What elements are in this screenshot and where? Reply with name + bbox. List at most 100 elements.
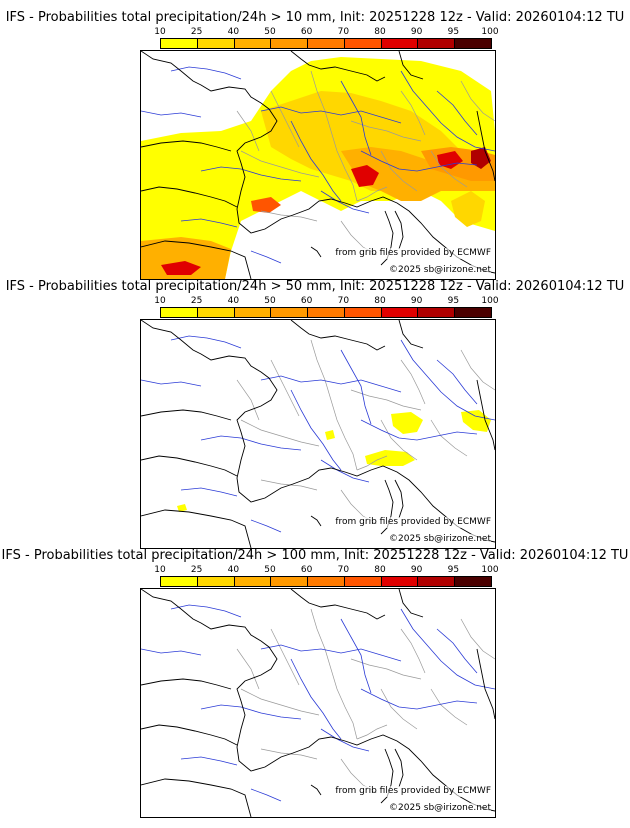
river-line <box>141 110 202 118</box>
coastline-line <box>380 748 394 804</box>
river-line <box>400 339 495 421</box>
probability-area <box>437 151 463 169</box>
panel-title: IFS - Probabilities total precipitation/… <box>5 10 625 25</box>
border-line <box>460 80 495 122</box>
colorbar-tick-label: 95 <box>447 296 460 306</box>
coastline-line <box>141 778 252 817</box>
probability-area <box>351 165 379 187</box>
colorbar-segment <box>197 577 235 586</box>
colorbar-segment <box>455 39 492 48</box>
colorbar-segment <box>161 308 198 317</box>
coastline-line <box>141 678 232 690</box>
forecast-panel-100mm: IFS - Probabilities total precipitation/… <box>0 548 630 818</box>
border-line <box>310 70 358 202</box>
colorbar-segment <box>161 577 198 586</box>
coastline-layer <box>141 51 495 279</box>
border-layer <box>236 339 495 525</box>
border-line <box>236 110 260 152</box>
border-line <box>460 618 495 660</box>
river-line <box>436 628 478 674</box>
colorbar-tick-label: 100 <box>481 565 499 575</box>
river-line <box>340 349 372 425</box>
border-line <box>350 658 422 680</box>
coastline-line <box>380 210 394 266</box>
coastline-line <box>141 509 252 548</box>
coastline-line <box>141 724 238 746</box>
colorbar-segment <box>234 577 272 586</box>
river-line <box>200 704 302 720</box>
coastline-line <box>290 51 386 82</box>
coastline-line <box>476 379 495 451</box>
probability-map: from grib files provided by ECMWF ©2025 s… <box>140 50 496 280</box>
colorbar-segment <box>271 39 309 48</box>
river-line <box>170 66 242 80</box>
colorbar-tick-label: 25 <box>190 565 203 575</box>
border-line <box>380 688 418 730</box>
river-layer <box>141 66 495 264</box>
border-line <box>240 688 320 716</box>
coastline-line <box>380 479 394 535</box>
border-layer <box>236 70 495 256</box>
probability-area <box>325 430 335 440</box>
panel-title: IFS - Probabilities total precipitation/… <box>1 548 629 563</box>
colorbar-tick-label: 60 <box>300 27 313 37</box>
colorbar-segment <box>234 39 272 48</box>
river-line <box>250 788 282 802</box>
border-line <box>400 359 426 405</box>
colorbar-tick-label: 10 <box>154 27 166 37</box>
probability-area <box>451 191 485 227</box>
border-line <box>310 339 358 471</box>
coastline-line <box>141 140 232 152</box>
colorbar-tick-label: 70 <box>337 296 350 306</box>
river-line <box>260 644 402 662</box>
river-line <box>250 250 282 264</box>
river-line <box>400 70 495 152</box>
colorbar-segment <box>344 308 382 317</box>
colorbar-tick-label: 70 <box>337 565 350 575</box>
river-line <box>260 106 402 124</box>
river-line <box>180 756 238 766</box>
colorbar-tick-label: 60 <box>300 565 313 575</box>
colorbar-ticks: 10 25 40 50 60 70 80 90 95 100 <box>145 296 505 307</box>
colorbar-tick-label: 90 <box>410 565 423 575</box>
colorbar-tick-label: 40 <box>227 565 240 575</box>
colorbar-segment <box>308 577 345 586</box>
colorbar-segment <box>381 308 419 317</box>
river-line <box>180 218 238 228</box>
border-line <box>240 419 320 447</box>
river-line <box>320 190 370 214</box>
river-line <box>436 359 478 405</box>
river-line <box>320 728 370 752</box>
colorbar-tick-label: 80 <box>374 27 386 37</box>
colorbar-tick-label: 40 <box>227 296 240 306</box>
precipitation-probability-layer <box>177 410 491 512</box>
probability-area <box>251 197 281 213</box>
colorbar-segment <box>197 308 235 317</box>
colorbar-segment <box>161 39 198 48</box>
coastline-line <box>141 186 238 208</box>
colorbar-segment <box>455 308 492 317</box>
river-line <box>360 688 478 710</box>
river-layer <box>141 604 495 802</box>
data-source-credit: from grib files provided by ECMWF <box>335 517 491 528</box>
border-line <box>430 688 468 726</box>
probability-area <box>391 412 423 434</box>
colorbar-tick-label: 95 <box>447 565 460 575</box>
coastline-line <box>394 210 404 250</box>
copyright-credit: ©2025 sb@irizone.net <box>389 534 491 545</box>
border-line <box>380 419 418 461</box>
river-line <box>400 608 495 690</box>
river-line <box>340 80 372 156</box>
colorbar-segment <box>381 39 419 48</box>
coastline-line <box>476 110 495 182</box>
colorbar-tick-label: 70 <box>337 27 350 37</box>
data-source-credit: from grib files provided by ECMWF <box>335 248 491 259</box>
probability-area <box>161 261 201 275</box>
colorbar-tick-label: 25 <box>190 27 203 37</box>
colorbar-tick-label: 80 <box>374 296 386 306</box>
colorbar-tick-label: 90 <box>410 27 423 37</box>
coastline-line <box>310 784 322 796</box>
colorbar-tick-label: 25 <box>190 296 203 306</box>
river-line <box>200 435 302 451</box>
coastline-layer <box>141 320 495 548</box>
